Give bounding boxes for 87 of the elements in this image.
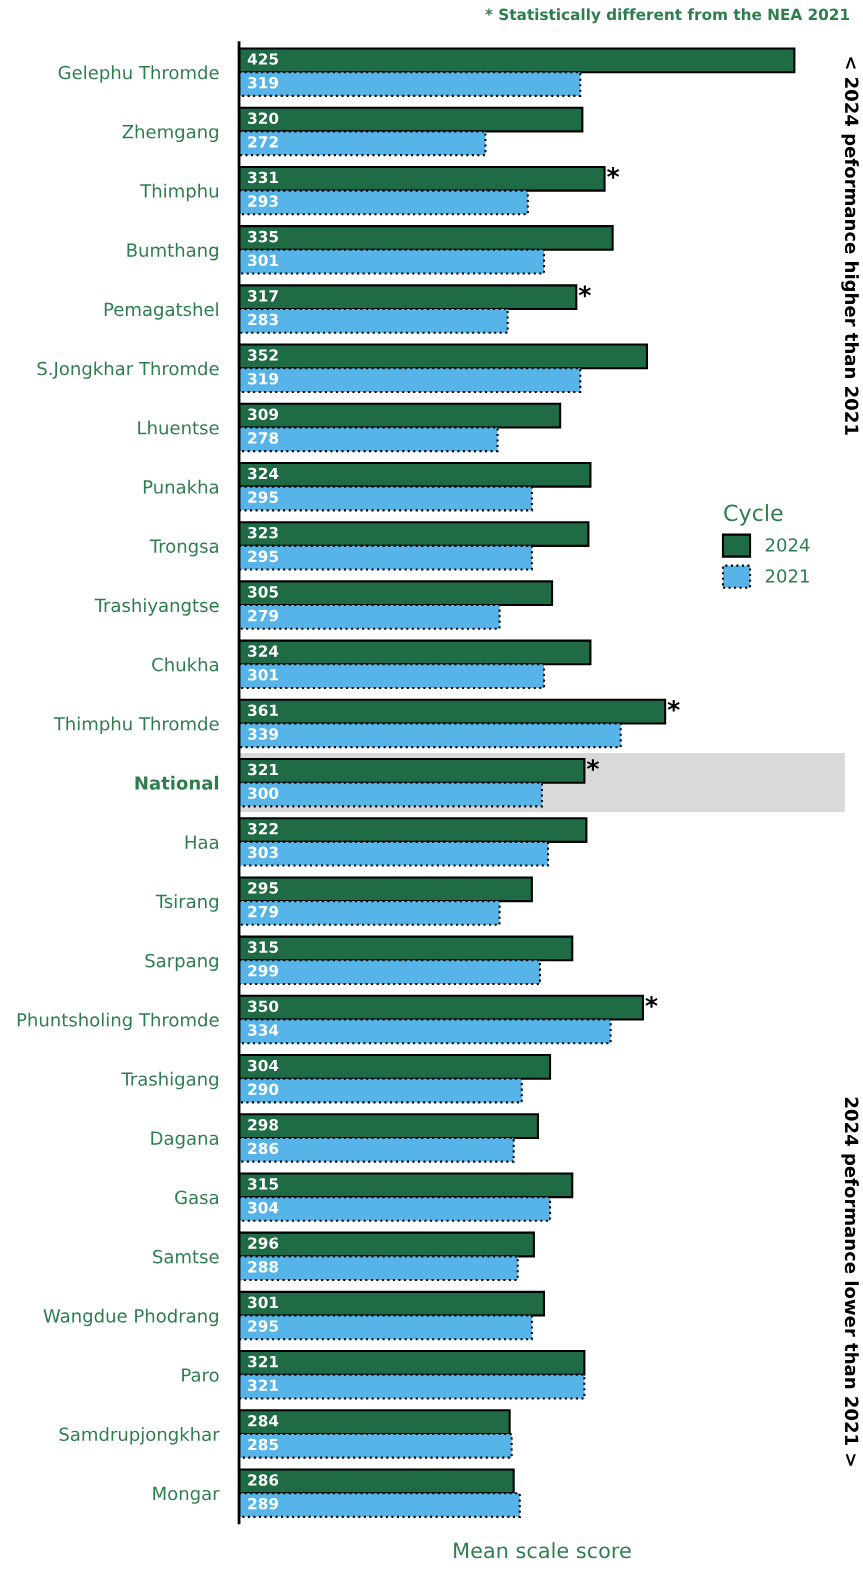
data-label: 286 <box>248 1142 279 1155</box>
data-label: 285 <box>248 1438 278 1451</box>
data-label: 299 <box>248 965 279 977</box>
y-tick-label: Phuntsholing Thromde <box>17 1012 219 1031</box>
data-label: 290 <box>248 1083 279 1095</box>
data-label: 272 <box>248 136 278 148</box>
y-tick-label: Trashigang <box>121 1071 218 1090</box>
y-tick-label: Punakha <box>143 479 218 494</box>
data-label: 279 <box>248 905 279 918</box>
data-label: 295 <box>248 550 278 563</box>
y-tick-label: Wangdue Phodrang <box>43 1308 218 1327</box>
data-label: 295 <box>248 491 278 503</box>
x-axis-title: Mean scale score <box>454 1542 631 1559</box>
y-tick-label: Trongsa <box>149 539 218 557</box>
data-label: 293 <box>248 195 278 207</box>
data-label: 309 <box>248 408 279 421</box>
y-tick-label: Dagana <box>151 1131 218 1149</box>
data-label: 295 <box>248 882 278 894</box>
y-tick-label: Samtse <box>153 1249 219 1264</box>
data-label: 321 <box>248 1379 278 1392</box>
data-label: 321 <box>248 1355 278 1368</box>
data-label: 331 <box>248 171 278 184</box>
y-tick-label: Mongar <box>153 1486 220 1504</box>
data-label: 315 <box>248 1178 278 1190</box>
data-label: 322 <box>248 822 278 835</box>
annotation: * <box>667 699 680 712</box>
data-label: 335 <box>248 230 278 243</box>
y-tick-label: Gasa <box>175 1190 218 1205</box>
annotation: * <box>586 759 599 771</box>
data-label: 352 <box>248 349 278 361</box>
y-tick-label: S.Jongkhar Thromde <box>37 361 219 379</box>
annotation: * <box>645 996 658 1008</box>
data-label: 324 <box>248 467 279 480</box>
y-tick-label: Zhemgang <box>122 124 218 143</box>
data-label: 320 <box>248 112 279 125</box>
annotation: < 2024 peformance higher than 2021 <box>841 57 859 435</box>
data-label: 303 <box>248 846 278 859</box>
data-label: 324 <box>248 645 279 657</box>
y-tick-label: Chukha <box>152 657 218 672</box>
data-label: 278 <box>248 432 279 444</box>
legend-title: Cycle <box>724 504 783 526</box>
annotation: * <box>578 285 591 298</box>
y-tick-label: Sarpang <box>145 953 218 971</box>
annotation: * <box>607 167 620 179</box>
data-label: 279 <box>248 609 279 622</box>
annotation: 2024 peformance lower than 2021 > <box>841 1097 859 1466</box>
data-label: 288 <box>248 1261 279 1273</box>
data-label: 319 <box>248 76 279 89</box>
y-tick-label: Pemagatshel <box>104 302 218 320</box>
data-label: 301 <box>248 668 278 681</box>
y-tick-label: Samdrupjongkhar <box>59 1427 220 1445</box>
data-label: 283 <box>248 313 278 326</box>
data-label: 295 <box>248 1320 278 1332</box>
y-tick-label: Paro <box>182 1368 219 1382</box>
data-label: 361 <box>248 704 278 717</box>
y-tick-label: Thimphu Thromde <box>53 716 219 735</box>
data-label: 301 <box>248 254 278 267</box>
data-label: 298 <box>248 1118 279 1131</box>
data-label: 296 <box>248 1237 279 1249</box>
data-label: 334 <box>248 1024 279 1036</box>
y-tick-label: Haa <box>185 835 218 850</box>
data-label: 315 <box>248 941 278 953</box>
y-tick-label: National <box>135 775 219 790</box>
data-label: 321 <box>248 763 278 776</box>
data-label: 304 <box>248 1059 279 1072</box>
data-label: 317 <box>248 290 278 302</box>
data-label: 305 <box>248 586 278 598</box>
data-label: 339 <box>248 728 279 740</box>
y-tick-label: Trashiyangtse <box>94 598 219 616</box>
y-tick-label: Tsirang <box>155 894 218 912</box>
data-label: 284 <box>248 1415 279 1427</box>
y-tick-label: Lhuentse <box>138 420 219 435</box>
legend-label: 2021 <box>765 569 809 583</box>
legend-label: 2024 <box>765 538 810 552</box>
y-tick-label: Gelephu Thromde <box>58 65 219 83</box>
data-label: 300 <box>248 787 279 799</box>
y-tick-label: Bumthang <box>127 242 218 261</box>
data-label: 289 <box>248 1497 279 1510</box>
data-label: 425 <box>247 53 278 65</box>
text: * Statistically different from the NEA 2021 <box>485 8 850 24</box>
data-label: 304 <box>248 1201 279 1214</box>
y-tick-label: Thimphu <box>140 183 218 202</box>
data-label: 319 <box>248 372 279 385</box>
data-label: 301 <box>248 1296 278 1309</box>
data-label: 286 <box>248 1474 279 1486</box>
data-label: 323 <box>248 526 278 539</box>
data-label: 350 <box>248 1000 279 1013</box>
